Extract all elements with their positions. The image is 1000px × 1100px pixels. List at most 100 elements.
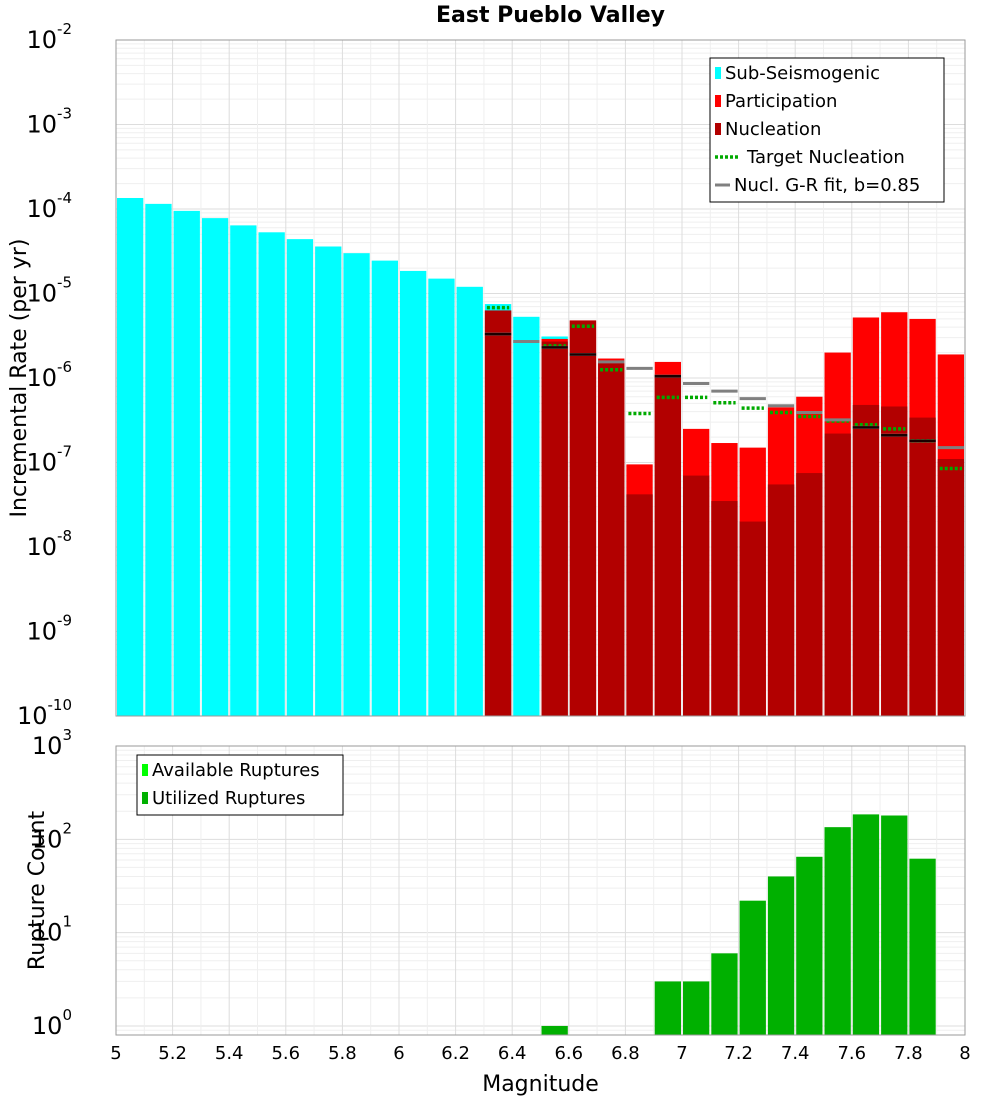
legend-label: Available Ruptures xyxy=(152,760,320,781)
bar xyxy=(400,270,427,716)
bar xyxy=(852,404,880,716)
x-tick-label: 5.8 xyxy=(328,1043,357,1064)
legend-item: Nucl. G-R fit, b=0.85 xyxy=(715,175,920,196)
bar xyxy=(824,827,851,1035)
y-tick-exponent: 2 xyxy=(62,819,72,837)
bar xyxy=(541,1025,568,1035)
legend-label: Participation xyxy=(725,91,837,112)
y-tick-label: 10-3 xyxy=(26,105,72,139)
bar xyxy=(230,225,257,716)
gr-fit-overlay xyxy=(484,332,936,443)
bar xyxy=(258,232,285,716)
legend-label: Sub-Seismogenic xyxy=(725,63,880,84)
bar xyxy=(767,484,795,716)
legend-swatch xyxy=(715,67,721,79)
bar xyxy=(824,433,851,716)
y-tick-exponent: 0 xyxy=(62,1006,72,1024)
y-tick-label: 101 xyxy=(32,913,72,947)
bar xyxy=(796,856,823,1035)
y-tick-base: 10 xyxy=(32,919,63,947)
bar xyxy=(654,374,681,716)
bar xyxy=(739,521,766,716)
y-tick-base: 10 xyxy=(26,618,57,646)
bar xyxy=(145,203,172,716)
bar xyxy=(569,320,597,716)
chart-title: East Pueblo Valley xyxy=(436,3,665,28)
y-tick-base: 10 xyxy=(26,533,57,561)
bar xyxy=(767,876,795,1035)
y-tick-exponent: -2 xyxy=(57,20,72,38)
y-tick-exponent: -4 xyxy=(57,189,72,207)
legend-swatch xyxy=(715,95,721,107)
bar xyxy=(598,363,625,716)
legend-item: Sub-Seismogenic xyxy=(715,63,880,84)
y-tick-exponent: -10 xyxy=(48,696,73,714)
legend-swatch xyxy=(142,764,148,776)
legend-box xyxy=(709,57,945,203)
y-tick-label: 10-6 xyxy=(26,358,72,392)
x-tick-label: 6.8 xyxy=(611,1043,640,1064)
x-tick-label: 5.6 xyxy=(271,1043,300,1064)
x-tick-label: 5 xyxy=(110,1043,121,1064)
bar xyxy=(201,218,229,716)
x-tick-label: 7.4 xyxy=(781,1043,810,1064)
legend-item: Utilized Ruptures xyxy=(142,788,305,809)
series-nucleation xyxy=(484,310,964,716)
x-tick-label: 6.6 xyxy=(554,1043,583,1064)
y-tick-base: 10 xyxy=(17,702,48,730)
bar xyxy=(117,197,144,716)
bar xyxy=(683,475,710,716)
y-tick-exponent: -7 xyxy=(57,443,72,461)
legend-item: Target Nucleation xyxy=(715,147,905,168)
bar xyxy=(513,316,540,716)
y-tick-label: 10-2 xyxy=(26,20,72,54)
legend-box xyxy=(136,754,344,816)
bar xyxy=(683,981,710,1035)
bar xyxy=(881,406,908,716)
bar xyxy=(711,953,738,1035)
y-tick-label: 10-4 xyxy=(26,189,72,223)
bar xyxy=(315,246,342,716)
y-tick-label: 100 xyxy=(32,1006,72,1040)
y-tick-label: 10-9 xyxy=(26,612,72,646)
plot-frame xyxy=(115,745,966,1036)
x-tick-label: 7.8 xyxy=(894,1043,923,1064)
y-axis-label: Rupture Count xyxy=(25,811,50,971)
bar xyxy=(428,278,455,716)
y-tick-base: 10 xyxy=(26,280,57,308)
y-tick-label: 10-10 xyxy=(17,696,72,730)
y-tick-base: 10 xyxy=(32,1012,63,1040)
y-tick-label: 10-8 xyxy=(26,527,72,561)
x-tick-label: 5.2 xyxy=(158,1043,187,1064)
legend-label: Nucl. G-R fit, b=0.85 xyxy=(734,175,920,196)
y-tick-label: 102 xyxy=(32,819,72,853)
y-tick-base: 10 xyxy=(26,111,57,139)
series-utilized-ruptures xyxy=(541,814,936,1035)
y-tick-label: 10-7 xyxy=(26,443,72,477)
legend-item: Nucleation xyxy=(715,119,821,140)
bar xyxy=(739,900,766,1035)
x-tick-label: 7 xyxy=(676,1043,687,1064)
y-tick-exponent: 3 xyxy=(62,726,72,744)
y-tick-exponent: -9 xyxy=(57,612,72,630)
y-tick-label: 103 xyxy=(32,726,72,760)
x-tick-label: 5.4 xyxy=(215,1043,244,1064)
bar xyxy=(937,459,964,716)
bar xyxy=(371,260,398,716)
y-tick-label: 10-5 xyxy=(26,274,72,308)
legend-swatch xyxy=(142,792,148,804)
bar xyxy=(456,286,483,716)
bar xyxy=(343,253,370,716)
bar xyxy=(852,814,880,1035)
legend-label: Utilized Ruptures xyxy=(152,788,305,809)
legend-swatch xyxy=(715,123,721,135)
y-tick-exponent: -8 xyxy=(57,527,72,545)
x-tick-label: 7.6 xyxy=(837,1043,866,1064)
x-tick-labels: 5 5.2 5.4 5.6 5.8 6 6.2 6.4 6.6 6.8 7 7.2 7.4 7.6 7.8 8 xyxy=(110,1043,970,1064)
y-tick-base: 10 xyxy=(26,26,57,54)
y-tick-exponent: -5 xyxy=(57,274,72,292)
legend-item: Participation xyxy=(715,91,837,112)
